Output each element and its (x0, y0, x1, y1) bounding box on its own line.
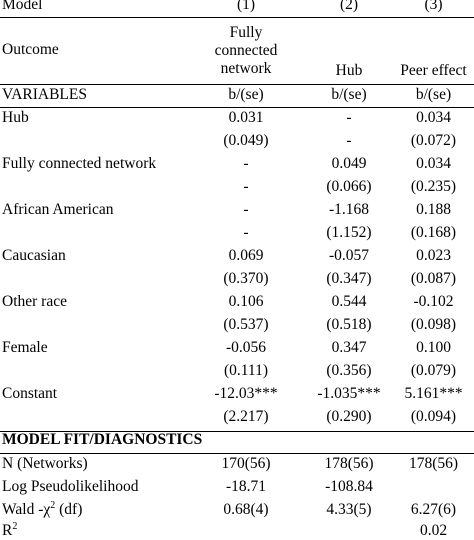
coef-caucasian-2: -0.057 (328, 247, 370, 264)
se-caucasian-2: (0.347) (326, 270, 372, 287)
se-hub-3: (0.072) (410, 132, 457, 149)
model-number-1: (1) (236, 0, 256, 13)
coef-caucasian-3: 0.023 (416, 247, 451, 264)
coef-female-3: 0.100 (416, 339, 451, 356)
header-rule-top (0, 17, 474, 18)
diagnostics-rule-bottom (0, 453, 474, 454)
outcome-col1-line1: Fully (229, 24, 263, 41)
se-hub-1: (0.049) (223, 132, 269, 149)
row-label-constant: Constant (2, 385, 58, 402)
outcome-col2: Hub (335, 62, 363, 79)
coef-hub-3: 0.034 (416, 109, 451, 126)
coef-hub-2: - (346, 109, 352, 126)
coef-fully-connected-2: 0.049 (331, 155, 367, 172)
row-label-caucasian: Caucasian (2, 247, 66, 264)
coef-african-american-2: -1.168 (328, 201, 370, 218)
se-constant-3: (0.094) (410, 408, 457, 425)
model-label: Model (2, 0, 43, 13)
header-rule-mid (0, 84, 474, 85)
se-african-american-3: (0.168) (410, 224, 457, 241)
row-label-other-race: Other race (2, 293, 67, 310)
se-african-american-2: (1.152) (326, 224, 372, 241)
wald-chi2-1: 0.68(4) (223, 501, 269, 518)
coef-african-american-3: 0.188 (416, 201, 451, 218)
log-pseudolikelihood-1: -18.71 (225, 478, 267, 495)
se-female-1: (0.111) (223, 362, 269, 379)
outcome-col1-line2: connected (214, 42, 278, 59)
r2-label-prefix: R (2, 522, 13, 539)
se-caucasian-1: (0.370) (223, 270, 269, 287)
wald-label-sup: 2 (50, 499, 56, 511)
row-label-hub: Hub (2, 109, 29, 126)
model-number-2: (2) (339, 0, 359, 13)
coef-fully-connected-3: 0.034 (416, 155, 451, 172)
coef-fully-connected-1: - (243, 155, 249, 172)
coef-other-race-3: -0.102 (413, 293, 454, 310)
row-label-r2: R2 (2, 520, 18, 540)
row-label-fully-connected: Fully connected network (2, 155, 157, 172)
wald-label-prefix: Wald -χ (2, 501, 51, 518)
coef-hub-1: 0.031 (228, 109, 264, 126)
se-other-race-2: (0.518) (326, 316, 372, 333)
outcome-label: Outcome (2, 41, 59, 58)
se-female-2: (0.356) (326, 362, 372, 379)
coef-constant-1: -12.03*** (214, 385, 278, 402)
se-fully-connected-1: - (243, 178, 249, 195)
model-number-3: (3) (424, 0, 443, 13)
r2-3: 0.02 (419, 522, 448, 539)
row-label-n-networks: N (Networks) (2, 455, 88, 472)
diagnostics-section-label: MODEL FIT/DIAGNOSTICS (2, 431, 203, 448)
coef-female-1: -0.056 (225, 339, 267, 356)
se-other-race-3: (0.098) (410, 316, 457, 333)
stat-label-3: b/(se) (415, 86, 452, 103)
coef-female-2: 0.347 (331, 339, 367, 356)
row-label-wald-chi2: Wald -χ2 (df) (2, 499, 83, 519)
n-networks-1: 170(56) (221, 455, 271, 472)
se-african-american-1: - (243, 224, 249, 241)
wald-chi2-2: 4.33(5) (326, 501, 372, 518)
wald-chi2-3: 6.27(6) (410, 501, 457, 518)
stat-label-1: b/(se) (228, 86, 264, 103)
se-caucasian-3: (0.087) (410, 270, 457, 287)
se-constant-2: (0.290) (326, 408, 372, 425)
diagnostics-rule-top (0, 431, 474, 432)
coef-caucasian-1: 0.069 (228, 247, 264, 264)
outcome-col1: Fully connected network (195, 24, 297, 78)
n-networks-3: 178(56) (408, 455, 459, 472)
r2-label-sup: 2 (12, 520, 18, 532)
outcome-col3: Peer effect (400, 62, 467, 79)
row-label-african-american: African American (2, 201, 114, 218)
row-label-log-pseudolikelihood: Log Pseudolikelihood (2, 478, 139, 495)
stat-label-2: b/(se) (331, 86, 367, 103)
coef-other-race-1: 0.106 (228, 293, 264, 310)
coef-other-race-2: 0.544 (331, 293, 367, 310)
log-pseudolikelihood-2: -108.84 (325, 478, 373, 495)
wald-label-suffix: (df) (55, 501, 83, 518)
se-fully-connected-2: (0.066) (326, 178, 372, 195)
se-constant-1: (2.217) (223, 408, 269, 425)
se-other-race-1: (0.537) (223, 316, 269, 333)
outcome-col1-line3: network (220, 60, 272, 77)
header-rule-bottom (0, 107, 474, 108)
n-networks-2: 178(56) (324, 455, 374, 472)
coef-constant-2: -1.035*** (317, 385, 381, 402)
coef-african-american-1: - (243, 201, 249, 218)
se-fully-connected-3: (0.235) (410, 178, 457, 195)
se-female-3: (0.079) (410, 362, 457, 379)
row-label-female: Female (2, 339, 48, 356)
se-hub-2: - (346, 132, 352, 149)
variables-label: VARIABLES (2, 86, 87, 103)
coef-constant-3: 5.161*** (404, 385, 463, 402)
